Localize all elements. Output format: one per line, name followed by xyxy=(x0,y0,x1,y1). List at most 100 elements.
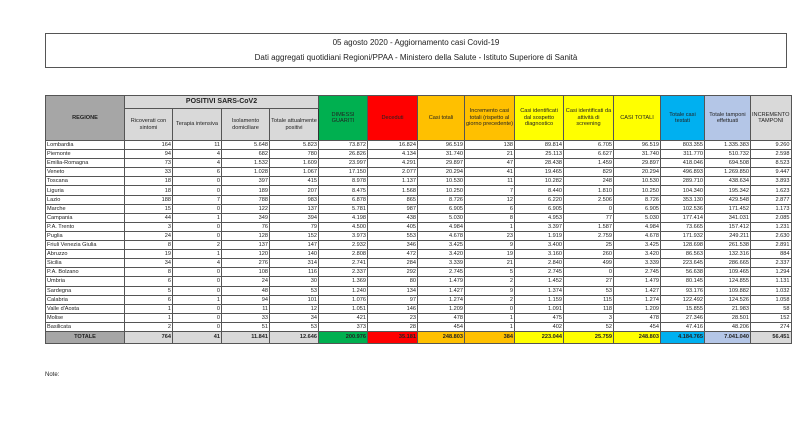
table-row: Umbria 6 0 24 30 1.369 80 1.479 2 1.452 27 1.479 80.… xyxy=(45,276,792,287)
column-header: Totale tamponi effettuati xyxy=(704,95,751,141)
cell-value: 25 xyxy=(563,240,614,251)
region-name: P.A. Bolzano xyxy=(45,267,125,278)
cell-value: 3.339 xyxy=(613,258,661,269)
cell-value: 223.645 xyxy=(660,258,705,269)
cell-value: 10.530 xyxy=(613,176,661,187)
cell-value: 97 xyxy=(367,294,418,305)
cell-value: 1.028 xyxy=(221,167,270,178)
column-header: Casi identificati dal sospetto diagnosti… xyxy=(514,95,564,141)
cell-value: 2.932 xyxy=(318,240,368,251)
cell-value: 188 xyxy=(124,194,173,205)
cell-value: 5.030 xyxy=(613,212,661,223)
table-row: Puglia 24 0 128 152 3.973 553 4.678 23 1.919 2.759… xyxy=(45,230,792,242)
cell-value: 27 xyxy=(563,276,614,287)
cell-value: 454 xyxy=(613,321,661,332)
document-title: 05 agosto 2020 - Aggiornamento casi Covi… xyxy=(332,38,500,47)
table-row: Veneto 33 6 1.028 1.067 17.150 2.077 20.294 41 19… xyxy=(45,167,792,178)
cell-value: 164 xyxy=(124,139,173,151)
column-header: Casi identificati da attività di screeni… xyxy=(563,95,614,141)
cell-value: 28 xyxy=(367,321,418,332)
cell-value: 109.882 xyxy=(704,285,751,296)
cell-value: 1.091 xyxy=(514,303,564,314)
cell-value: 109.465 xyxy=(704,267,751,278)
region-name: Abruzzo xyxy=(45,249,125,260)
cell-value: 2.598 xyxy=(750,149,792,160)
cell-value: 41 xyxy=(464,167,515,178)
cell-value: 415 xyxy=(269,176,319,187)
cell-value: 2.506 xyxy=(563,194,614,205)
cell-value: 6.905 xyxy=(613,203,661,214)
cell-value: 12 xyxy=(269,303,319,314)
cell-value: 8.726 xyxy=(417,194,465,205)
cell-value: 33 xyxy=(221,312,270,323)
cell-value: 11 xyxy=(172,139,222,151)
cell-value: 6.705 xyxy=(563,139,614,151)
cell-value: 2.337 xyxy=(318,267,368,278)
cell-value: 115 xyxy=(563,294,614,305)
cell-value: 4 xyxy=(172,158,222,169)
cell-value: 7 xyxy=(172,194,222,205)
cell-value: 4.184.765 xyxy=(660,330,705,344)
cell-value: 788 xyxy=(221,194,270,205)
cell-value: 1.532 xyxy=(221,158,270,169)
cell-value: 248.803 xyxy=(613,330,661,344)
cell-value: 2.808 xyxy=(318,249,368,260)
cell-value: 987 xyxy=(367,203,418,214)
cell-value: 682 xyxy=(221,149,270,160)
cell-value: 11.841 xyxy=(221,330,270,344)
cell-value: 1 xyxy=(124,312,173,323)
cell-value: 58 xyxy=(750,303,792,314)
cell-value: 1.067 xyxy=(269,167,319,178)
cell-value: 93.176 xyxy=(660,285,705,296)
table-row: Sicilia 34 4 276 314 2.741 284 3.339 21 2.840 499 3… xyxy=(45,258,792,269)
cell-value: 1.369 xyxy=(318,276,368,287)
cell-value: 5.823 xyxy=(269,139,319,151)
region-name: Emilia-Romagna xyxy=(45,158,125,169)
cell-value: 0 xyxy=(172,267,222,278)
cell-value: 1.568 xyxy=(367,185,418,196)
cell-value: 1 xyxy=(464,312,515,323)
cell-value: 983 xyxy=(269,194,319,205)
cell-value: 2.085 xyxy=(750,212,792,223)
cell-value: 418.046 xyxy=(660,158,705,169)
column-header: Deceduti xyxy=(367,95,418,141)
region-name: TOTALE xyxy=(45,330,125,344)
cell-value: 4.678 xyxy=(417,230,465,242)
cell-value: 1.051 xyxy=(318,303,368,314)
cell-value: 134 xyxy=(367,285,418,296)
cell-value: 1.131 xyxy=(750,276,792,287)
cell-value: 5.781 xyxy=(318,203,368,214)
cell-value: 8.523 xyxy=(750,158,792,169)
cell-value: 56.451 xyxy=(750,330,792,344)
cell-value: 80 xyxy=(367,276,418,287)
table-row: Toscana 18 0 397 415 8.978 1.137 10.530 11 10.282… xyxy=(45,176,792,187)
cell-value: 1.269.850 xyxy=(704,167,751,178)
cell-value: 122.492 xyxy=(660,294,705,305)
cell-value: 438.634 xyxy=(704,176,751,187)
cell-value: 44 xyxy=(124,212,173,223)
cell-value: 2.745 xyxy=(514,267,564,278)
cell-value: 289.710 xyxy=(660,176,705,187)
cell-value: 384 xyxy=(464,330,515,344)
region-name: P.A. Trento xyxy=(45,221,125,232)
cell-value: 2.630 xyxy=(750,230,792,242)
cell-value: 8.440 xyxy=(514,185,564,196)
cell-value: 4.953 xyxy=(514,212,564,223)
region-name: Basilicata xyxy=(45,321,125,332)
cell-value: 3.893 xyxy=(750,176,792,187)
cell-value: 284 xyxy=(367,258,418,269)
cell-value: 6.220 xyxy=(514,194,564,205)
cell-value: 18 xyxy=(124,185,173,196)
cell-value: 124.855 xyxy=(704,276,751,287)
cell-value: 1.209 xyxy=(417,303,465,314)
table-body: Lombardia 164 11 5.648 5.823 73.872 16.824 96.5… xyxy=(45,139,792,344)
cell-value: 1.427 xyxy=(417,285,465,296)
cell-value: 104.340 xyxy=(660,185,705,196)
regional-data-table: REGIONE POSITIVI SARS-CoV2 DIMESSI GUARITI… xyxy=(45,95,792,344)
cell-value: 454 xyxy=(417,321,465,332)
table-row: Basilicata 2 0 51 53 373 28 454 1 402 52 454 47.416 4… xyxy=(45,321,792,332)
region-name: Molise xyxy=(45,312,125,323)
cell-value: 7 xyxy=(464,185,515,196)
cell-value: 73.665 xyxy=(660,221,705,232)
cell-value: 4.500 xyxy=(318,221,368,232)
